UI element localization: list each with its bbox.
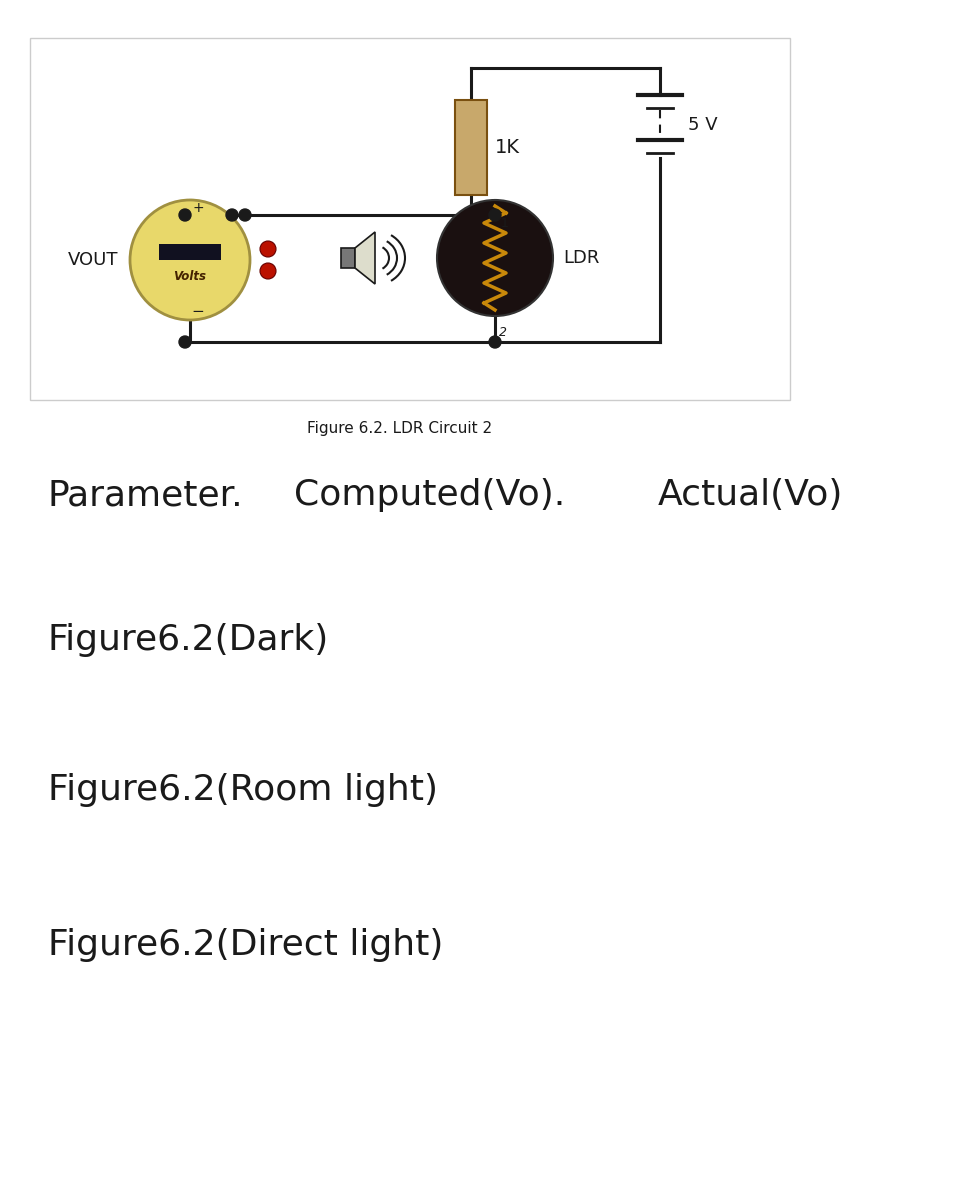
Circle shape (226, 209, 238, 221)
Bar (158, 244, 221, 260)
Text: LDR: LDR (562, 248, 599, 266)
Text: −: − (192, 305, 204, 319)
Text: Figure 6.2. LDR Circuit 2: Figure 6.2. LDR Circuit 2 (307, 420, 492, 436)
Text: Parameter.: Parameter. (48, 478, 244, 512)
Bar (30, 38, 789, 400)
Text: VOUT: VOUT (67, 251, 118, 269)
Text: Computed(Vo).: Computed(Vo). (294, 478, 565, 512)
Circle shape (488, 336, 501, 348)
Circle shape (260, 241, 276, 257)
Text: +: + (192, 200, 203, 215)
Text: 1K: 1K (495, 138, 519, 157)
Circle shape (260, 263, 276, 278)
Circle shape (239, 209, 250, 221)
Text: Actual(Vo): Actual(Vo) (656, 478, 842, 512)
Text: Figure6.2(Dark): Figure6.2(Dark) (48, 623, 329, 658)
Text: Figure6.2(Direct light): Figure6.2(Direct light) (48, 928, 443, 962)
Text: 2: 2 (499, 326, 507, 338)
Text: Figure6.2(Room light): Figure6.2(Room light) (48, 773, 437, 806)
Text: Volts: Volts (173, 270, 206, 282)
Polygon shape (340, 248, 355, 268)
Text: 5 V: 5 V (688, 116, 717, 134)
Circle shape (436, 200, 553, 316)
Polygon shape (355, 232, 375, 284)
Text: 1: 1 (501, 217, 509, 230)
Circle shape (179, 336, 191, 348)
Bar (455, 100, 486, 194)
Circle shape (130, 200, 249, 320)
Circle shape (179, 209, 191, 221)
Circle shape (488, 209, 501, 221)
